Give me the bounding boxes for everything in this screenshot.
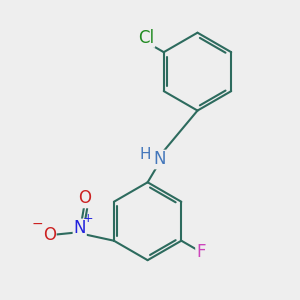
Text: +: + — [83, 212, 94, 225]
Text: N: N — [153, 151, 166, 169]
Text: Cl: Cl — [138, 29, 154, 47]
Text: O: O — [43, 226, 56, 244]
Text: N: N — [74, 219, 86, 237]
Text: H: H — [140, 147, 151, 162]
Text: O: O — [78, 189, 91, 207]
Text: −: − — [31, 217, 43, 231]
Text: F: F — [196, 243, 206, 261]
